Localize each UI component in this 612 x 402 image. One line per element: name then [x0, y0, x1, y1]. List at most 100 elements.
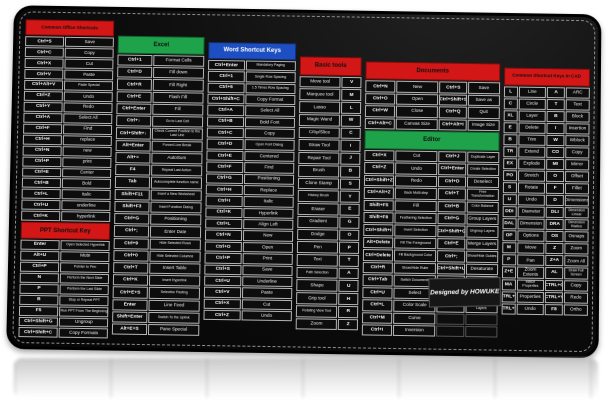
- shortcut-label: Pen: [297, 241, 339, 253]
- shortcut-key: Ctrl+Alt+Z: [364, 187, 394, 199]
- shortcut-label: Properties: [516, 291, 544, 303]
- shortcut-label: [465, 313, 497, 325]
- shortcut-key: Shift+F6: [363, 212, 393, 224]
- shortcut-key: C: [341, 127, 361, 139]
- shortcut-row: Marquee tool M: [299, 88, 362, 102]
- shortcut-label: Path Selection: [296, 267, 338, 279]
- shortcut-key: D: [546, 195, 564, 206]
- shortcut-key: OP: [502, 230, 516, 241]
- shortcut-label: Hide Selected Rows: [149, 238, 201, 250]
- shortcut-key: Shift+F5: [364, 200, 394, 212]
- shortcut-label: Diameter: [517, 207, 544, 218]
- shortcut-key: Ctrl+O: [365, 93, 395, 105]
- shortcut-key: Ctrl+V: [204, 287, 241, 298]
- shortcut-key: Ctrl+X: [364, 150, 394, 162]
- shortcut-key: M: [342, 89, 362, 101]
- shortcut-key: V: [342, 77, 362, 89]
- shortcut-key: Ctrl+W: [365, 105, 395, 117]
- shortcut-label: Cut: [241, 299, 292, 310]
- section-header: Documents: [365, 61, 499, 82]
- shortcut-key: Ctrl+Enter: [117, 103, 152, 115]
- shortcut-label: Dimension Radius: [565, 219, 588, 230]
- shortcut-label: Paste: [65, 70, 114, 81]
- shortcut-row: Pen P: [296, 241, 359, 255]
- shortcut-label: Center: [62, 168, 111, 179]
- shortcut-key: M: [502, 243, 516, 254]
- shortcut-key: O: [340, 229, 360, 241]
- shortcut-label: Stretch: [518, 170, 545, 181]
- shortcut-label: Undo: [64, 91, 113, 102]
- shortcut-key: Ctrl+Alt+V: [24, 80, 64, 91]
- shortcut-label: Ungroup: [59, 317, 108, 328]
- section-header: Common Shortcut Keys in CAD: [504, 67, 590, 86]
- shortcut-key: Ctrl+P: [19, 261, 59, 272]
- shortcut-key: Ctrl+I: [206, 196, 243, 207]
- shortcut-label: Undo: [516, 303, 544, 315]
- section-common-office-shortcuts: Common Office Shortcuts Ctrl+S Save Ctrl+C C…: [17, 15, 115, 340]
- shortcut-label: Trim: [518, 134, 545, 145]
- shortcut-label: Centered: [244, 151, 294, 162]
- shortcut-key: Y: [340, 191, 360, 203]
- shortcut-key: MI: [546, 159, 564, 170]
- shortcut-key: Ctrl+H: [22, 134, 62, 145]
- shortcut-row: Text T: [296, 253, 359, 267]
- shortcut-key: Ctrl+Z: [204, 310, 241, 321]
- section-header: Common Office Shortcuts: [25, 19, 115, 37]
- shortcut-key: DRA: [546, 219, 564, 230]
- shortcut-label: Copy: [566, 147, 589, 158]
- shortcut-row: Ctrl+Shift+C Copy Formats: [17, 327, 108, 339]
- shortcut-label: Fill Right: [152, 79, 204, 91]
- shortcut-key: Ctrl+I: [362, 324, 393, 336]
- shortcut-label: Align Left: [243, 219, 294, 230]
- shortcut-key: U: [502, 194, 516, 205]
- shortcut-key: Enter: [20, 240, 60, 251]
- shortcut-key: Ctrl+M: [362, 312, 393, 324]
- shortcut-row: Path Selection A: [296, 266, 359, 280]
- shortcut-label: Insert Function Dialog: [150, 201, 202, 213]
- shortcut-label: Go to Last Cell: [152, 116, 204, 128]
- shortcut-label: Feathering Selection: [395, 212, 437, 224]
- shortcut-label: Back Multi-step: [395, 188, 437, 200]
- shortcut-label: Deselect: [467, 176, 499, 188]
- shortcut-key: Ctrl+R: [363, 262, 394, 274]
- shortcut-row: Clone Stamp S: [297, 177, 360, 191]
- shortcut-key: CTRL+1: [501, 291, 515, 302]
- shortcut-key: OS: [545, 231, 563, 242]
- shortcut-label: Quit: [468, 107, 500, 119]
- shortcut-label: Stop or Repeat PPT: [60, 295, 109, 306]
- shortcut-label: Offset: [565, 171, 588, 182]
- shortcut-label: Explode: [518, 158, 545, 169]
- shortcut-key: N: [19, 272, 59, 283]
- shortcut-label: Free Transformation: [467, 189, 499, 201]
- shortcut-key: Ctrl+C: [24, 47, 64, 57]
- shortcut-key: B: [503, 134, 517, 145]
- shortcut-label: replace: [63, 135, 112, 146]
- shortcut-key: J: [341, 153, 361, 165]
- shortcut-label: Magic Wand: [299, 114, 341, 126]
- shortcut-label: Close: [396, 106, 438, 118]
- shortcut-label: Copy Formats: [59, 328, 108, 339]
- shortcut-label: Desaturate: [466, 263, 498, 275]
- shortcut-key: Ctrl+X: [204, 298, 241, 309]
- shortcut-label: Zoom All: [565, 256, 588, 267]
- shortcut-label: Fill The Foreground: [394, 237, 436, 249]
- shortcut-label: Pan: [517, 255, 544, 267]
- shortcut-key: Ctrl+G: [206, 173, 243, 184]
- shortcut-key: Ctrl+U: [204, 276, 241, 287]
- section-basic-tools: Basic tools Move tool V Marquee tool M Lasso L…: [295, 20, 363, 345]
- shortcut-key: [436, 325, 464, 337]
- shortcut-key: Ctrl+E: [438, 238, 466, 250]
- shortcut-key: Ctrl+Shift+C: [18, 327, 58, 338]
- shortcut-label: Image Size: [468, 119, 500, 131]
- shortcut-row: Lasso L: [299, 101, 362, 115]
- shortcut-row: Dodge O: [296, 228, 359, 242]
- shortcut-label: Block: [566, 111, 589, 122]
- shortcut-key: P: [19, 283, 59, 294]
- shortcut-key: Ctrl+G: [438, 213, 466, 225]
- shortcut-label: hyperlink: [62, 211, 111, 222]
- shortcut-label: Pointer to Pen: [60, 262, 109, 273]
- shortcut-key: Ctrl+Q: [439, 106, 467, 118]
- shortcut-label: Options: [517, 231, 544, 242]
- shortcut-key: F8: [545, 304, 563, 315]
- table-reflection: [14, 358, 598, 398]
